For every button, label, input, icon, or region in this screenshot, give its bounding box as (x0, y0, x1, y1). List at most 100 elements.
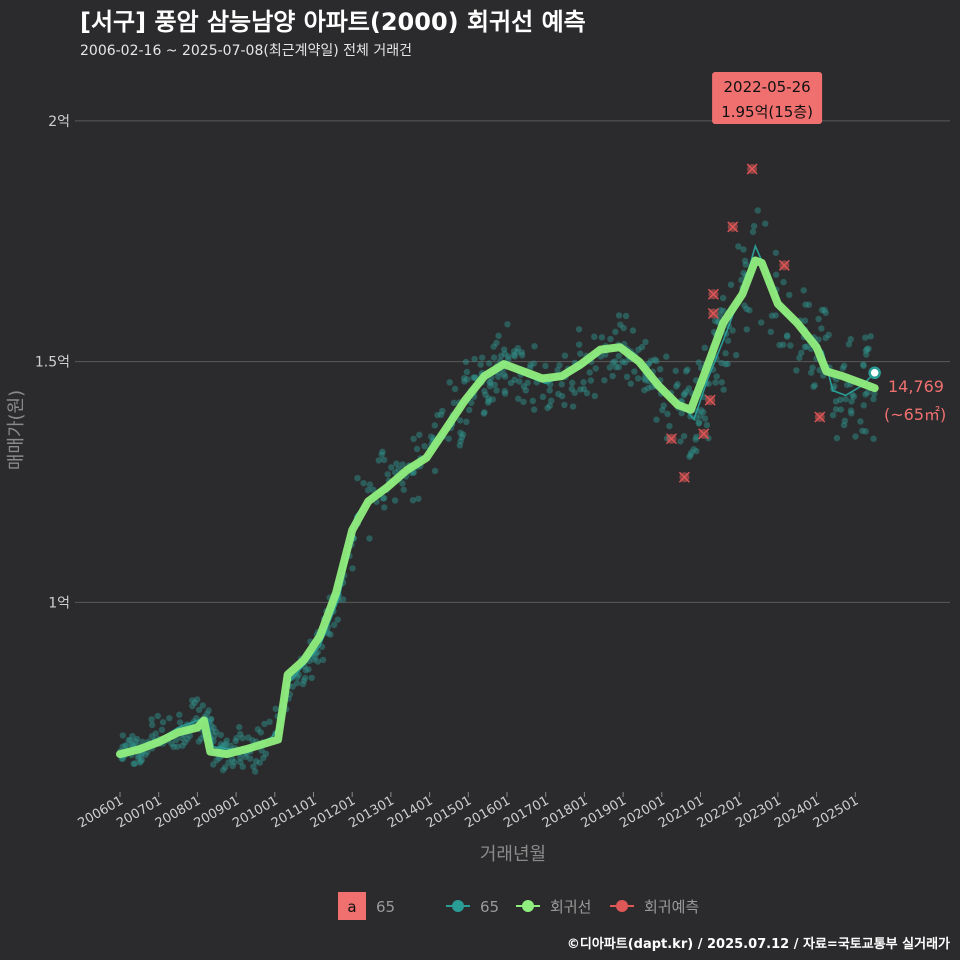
peak-label: 2022-05-26 1.95억(15층) (712, 72, 823, 124)
data-point (865, 345, 872, 352)
data-point (842, 395, 849, 403)
data-point (446, 379, 453, 386)
data-point (634, 375, 642, 382)
data-point (249, 737, 256, 744)
data-point (384, 471, 391, 478)
data-point (486, 378, 493, 386)
data-point (862, 428, 869, 435)
data-point (195, 706, 203, 714)
data-point (410, 435, 417, 443)
data-point (211, 732, 218, 739)
data-point (176, 719, 184, 726)
x-axis: 2006012007012008012009012010012011012012… (76, 792, 861, 831)
data-point (302, 667, 309, 674)
data-point (805, 301, 813, 308)
data-point (470, 374, 477, 381)
data-point (466, 406, 473, 414)
data-point (379, 448, 386, 456)
data-point (693, 447, 700, 455)
data-point (621, 359, 629, 366)
data-point (587, 377, 595, 384)
data-point (607, 335, 614, 343)
data-point (131, 760, 138, 767)
data-point (399, 480, 406, 487)
data-point (656, 365, 664, 373)
data-point (221, 764, 229, 771)
data-point (807, 369, 815, 376)
data-point (360, 479, 367, 487)
data-point (754, 207, 761, 214)
data-point (862, 334, 869, 341)
data-point (530, 406, 538, 413)
data-point (598, 334, 606, 341)
data-point (468, 399, 475, 406)
data-point (729, 327, 736, 334)
data-point (515, 395, 522, 402)
data-point (207, 715, 215, 723)
data-point (772, 271, 780, 278)
data-point (860, 402, 867, 409)
data-point (815, 315, 822, 323)
legend: a 65 65 회귀선 회귀예측 (338, 892, 699, 920)
y-tick-label: 1억 (48, 595, 70, 611)
data-point (531, 343, 538, 350)
data-point (620, 324, 627, 332)
data-point (742, 261, 749, 268)
data-point (205, 707, 212, 714)
data-point (818, 325, 825, 332)
data-point (627, 380, 635, 387)
prediction-markers (665, 163, 826, 483)
data-point (262, 750, 270, 757)
data-point (421, 443, 428, 450)
data-point (659, 406, 666, 414)
data-point (450, 399, 458, 407)
data-point (601, 377, 608, 384)
data-point (460, 374, 468, 382)
data-point (653, 357, 660, 365)
footer-credit: ©디아파트(dapt.kr) / 2025.07.12 / 자료=국토교통부 실… (566, 937, 950, 952)
data-point (135, 752, 142, 760)
data-point (740, 246, 747, 253)
prediction-marker (814, 411, 826, 423)
data-point (380, 456, 388, 464)
data-point (272, 705, 279, 712)
data-point (266, 718, 273, 726)
data-point (780, 278, 787, 286)
x-axis-label: 거래년월 (480, 844, 546, 865)
data-point (495, 332, 502, 340)
data-point (154, 712, 161, 720)
prediction-marker (778, 259, 790, 271)
data-point (558, 381, 565, 388)
data-point (796, 354, 803, 361)
data-point (511, 376, 518, 384)
data-point (142, 751, 149, 758)
data-point (409, 496, 417, 504)
data-point (176, 711, 183, 718)
data-point (724, 337, 732, 344)
y-tick-label: 1.5억 (35, 355, 70, 371)
data-point (680, 432, 688, 440)
data-point (666, 422, 673, 430)
data-point (703, 421, 711, 429)
data-point (222, 740, 229, 747)
data-point (514, 348, 521, 356)
data-point (821, 306, 828, 314)
data-point (825, 331, 832, 339)
chart-title: [서구] 풍암 삼능남양 아파트(2000) 회귀선 예측 (80, 8, 586, 36)
data-point (556, 362, 563, 369)
data-point (246, 755, 254, 762)
data-point (798, 349, 805, 356)
data-point (561, 352, 569, 359)
data-point (375, 457, 382, 464)
data-point (832, 406, 840, 413)
data-point (431, 467, 439, 475)
data-point (641, 375, 648, 382)
data-point (722, 360, 729, 368)
data-point (577, 350, 584, 357)
data-point (166, 714, 173, 722)
legend-item: 65 (446, 898, 499, 916)
data-point (379, 495, 387, 502)
data-point (416, 431, 423, 439)
data-point (210, 761, 217, 768)
